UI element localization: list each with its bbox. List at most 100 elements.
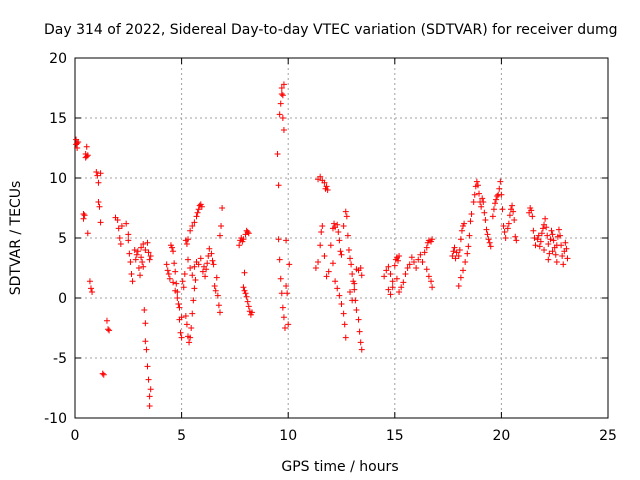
data-point: [394, 257, 401, 264]
data-point: [528, 207, 535, 214]
data-point: [474, 182, 481, 189]
data-point: [347, 255, 354, 262]
data-point: [189, 223, 196, 229]
data-point: [464, 250, 471, 257]
data-point: [83, 143, 90, 150]
data-point: [97, 170, 104, 177]
data-point: [499, 206, 506, 213]
x-tick-label: 15: [386, 428, 404, 444]
data-point: [396, 253, 403, 259]
data-point: [219, 205, 226, 211]
data-point: [356, 328, 363, 335]
data-point: [387, 291, 394, 298]
data-point: [338, 251, 345, 258]
data-point: [457, 274, 464, 281]
data-point: [536, 243, 543, 250]
data-point: [97, 219, 104, 226]
data-point: [451, 244, 458, 251]
data-point: [562, 239, 569, 246]
data-point: [544, 232, 551, 239]
data-point: [327, 242, 334, 249]
data-point: [449, 253, 456, 259]
data-point: [529, 213, 536, 220]
data-point: [192, 277, 199, 283]
data-point: [323, 273, 330, 280]
data-point: [216, 232, 223, 239]
data-point: [408, 254, 415, 261]
data-point: [139, 259, 146, 265]
data-point: [458, 227, 465, 234]
data-point: [170, 279, 177, 286]
data-point: [203, 266, 210, 273]
data-point: [248, 309, 255, 316]
data-point: [509, 202, 516, 209]
data-point: [473, 178, 480, 185]
data-point: [80, 215, 87, 222]
data-point: [558, 242, 565, 249]
data-point: [410, 259, 417, 265]
data-point: [142, 320, 149, 327]
y-tick-label: 5: [58, 231, 67, 247]
x-axis: 0 5 10 15 20 25: [71, 58, 617, 444]
data-point: [131, 247, 138, 253]
y-tick-label: 10: [49, 171, 67, 187]
data-point: [174, 295, 181, 301]
data-point: [194, 209, 201, 216]
data-point: [332, 278, 339, 285]
data-point: [284, 290, 291, 297]
data-point: [283, 283, 290, 289]
data-point: [169, 244, 176, 251]
data-point: [118, 223, 125, 229]
data-point: [534, 236, 541, 243]
data-point: [173, 280, 180, 287]
data-point: [331, 220, 338, 227]
data-point: [347, 289, 354, 295]
data-point: [335, 229, 342, 235]
data-point: [275, 182, 282, 189]
data-point: [280, 314, 287, 321]
data-point: [138, 254, 145, 261]
data-point: [241, 269, 248, 276]
data-point: [476, 190, 483, 197]
data-point: [242, 290, 249, 297]
data-point: [470, 199, 477, 205]
data-point: [128, 271, 135, 277]
data-point: [276, 256, 283, 263]
data-point: [315, 259, 322, 265]
data-point: [340, 223, 347, 229]
data-point: [560, 261, 567, 268]
data-point: [357, 339, 364, 346]
data-point: [452, 255, 459, 262]
data-point: [190, 297, 197, 304]
data-point: [177, 329, 184, 336]
data-point: [355, 316, 362, 323]
data-point: [541, 247, 548, 253]
data-point: [285, 321, 292, 328]
data-point: [513, 237, 520, 244]
data-point: [321, 253, 328, 259]
y-tick-label: -5: [53, 351, 67, 367]
data-point: [286, 261, 293, 268]
data-point: [81, 212, 88, 219]
data-point: [498, 191, 505, 198]
data-point: [478, 203, 485, 210]
data-point: [142, 338, 149, 345]
data-point: [240, 284, 247, 291]
data-point: [191, 219, 198, 226]
data-point: [480, 199, 487, 205]
data-point: [421, 249, 428, 256]
data-point: [206, 245, 213, 252]
data-point: [455, 283, 462, 289]
data-point: [342, 334, 349, 341]
x-tick-label: 5: [177, 428, 186, 444]
data-point: [564, 255, 571, 262]
data-point: [415, 256, 422, 263]
data-point: [530, 227, 537, 234]
y-tick-label: 20: [49, 51, 67, 67]
data-point: [133, 251, 140, 258]
data-point: [187, 265, 194, 271]
data-point: [202, 273, 209, 280]
x-axis-label: GPS time / hours: [281, 459, 398, 475]
data-point: [398, 284, 405, 291]
data-point: [211, 283, 218, 289]
